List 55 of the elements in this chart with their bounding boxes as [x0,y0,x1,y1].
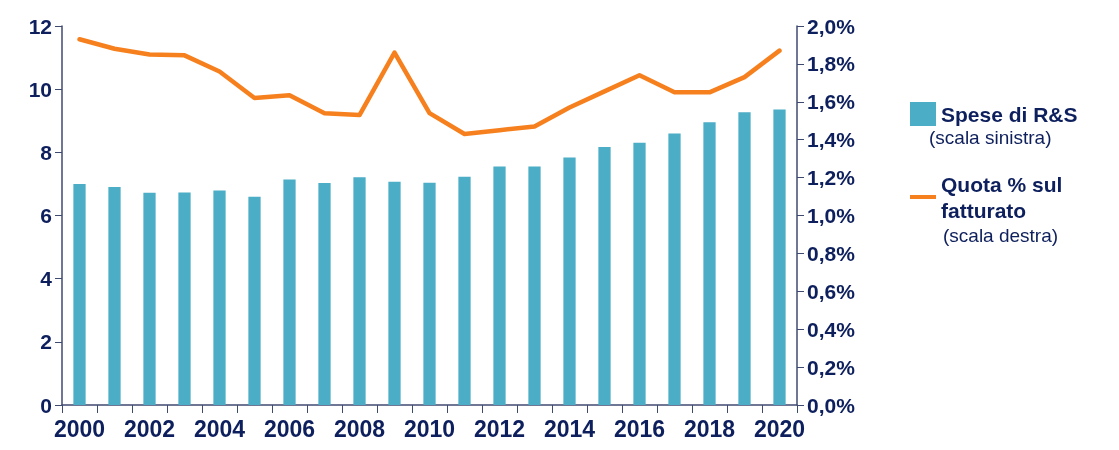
bar [388,181,401,405]
y2-tick-label: 1,8% [807,52,856,76]
bar [178,192,191,405]
bar [493,166,506,405]
x-tick-label: 2012 [473,415,526,442]
bar [423,182,436,405]
bar [73,183,86,405]
x-tick-label: 2010 [403,415,456,442]
y-tick-label: 4 [40,267,53,291]
bar [528,166,541,405]
x-tick-label: 2018 [683,415,736,442]
y2-tick-label: 0,2% [807,355,856,379]
bar [668,133,681,405]
y2-tick-label: 1,6% [807,90,856,114]
y2-tick-label: 0,0% [807,393,856,417]
text: (scala destra) [943,225,1059,246]
legend-label: Spese di R&S [941,102,1078,126]
y-tick-label: 0 [40,393,52,417]
bar [633,142,646,405]
text: (scala sinistra) [929,127,1052,148]
line-series [77,37,782,137]
x-tick-label: 2002 [123,415,176,442]
bar [248,196,261,405]
bar [318,182,331,405]
bar [773,109,786,405]
y2-tick-label: 2,0% [807,14,856,38]
bar [458,176,471,405]
y2-tick-label: 0,6% [807,279,856,303]
bar [143,192,156,405]
x-tick-label: 2016 [613,415,666,442]
x-tick-label: 2006 [263,415,316,442]
bar [563,157,576,405]
y2-tick-label: 1,2% [807,166,856,190]
bar [703,122,716,405]
legend-label: Quota % sul fatturato [941,172,1069,222]
y-tick-label: 2 [40,330,52,354]
bar [353,177,366,405]
y-tick-label: 12 [28,14,52,38]
y2-tick-label: 1,0% [807,204,856,227]
y2-tick-label: 0,8% [807,241,856,265]
y-tick-label: 6 [40,204,52,227]
bar [738,112,751,405]
x-tick-label: 2008 [333,415,386,442]
x-tick-label: 2004 [193,415,246,442]
bar [283,179,296,405]
y2-tick-label: 1,4% [807,128,856,152]
x-tick-label: 2014 [543,415,596,442]
bar [213,190,226,405]
y2-tick-label: 0,4% [807,317,856,341]
bar [108,187,121,405]
x-tick-label: 2000 [53,415,106,442]
y-tick-label: 8 [40,140,53,164]
x-tick-label: 2020 [753,415,806,442]
bar [598,146,611,405]
y-tick-label: 10 [28,77,52,101]
